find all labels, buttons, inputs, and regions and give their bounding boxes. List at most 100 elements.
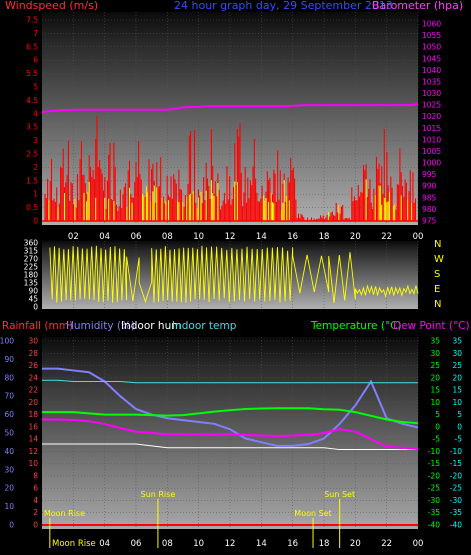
wind-time-tick: 20 xyxy=(350,232,361,242)
barometer-tick-label: 990 xyxy=(422,182,437,191)
direction-tick-label: 360 xyxy=(24,239,39,248)
dewpoint-tick-label: 0 xyxy=(457,422,462,431)
dewpoint-tick-label: 25 xyxy=(452,361,462,370)
humidity-axis-label: Humidity (%) xyxy=(66,320,135,332)
compass-letter: W xyxy=(434,254,444,265)
graph-title: 24 hour graph day, 29 September 2013 xyxy=(174,0,393,12)
humidity-tick-label: 50 xyxy=(4,429,14,438)
humidity-tick-label: 90 xyxy=(4,355,14,364)
direction-panel-lines xyxy=(49,245,419,304)
humidity-tick-label: 20 xyxy=(4,484,14,493)
astro-events: Sun Rise Sun Set Moon Rise Moon Set xyxy=(44,490,355,548)
wind-time-tick: 00 xyxy=(413,232,424,242)
temperature-tick-label: -35 xyxy=(428,508,440,517)
humidity-tick-label: 10 xyxy=(4,502,14,511)
rainfall-tick-label: 12 xyxy=(28,447,38,456)
barometer-line xyxy=(41,103,419,114)
temperature-tick-label: -10 xyxy=(428,447,440,456)
dewpoint-tick-label: -25 xyxy=(450,484,462,493)
dewpoint-tick-label: 5 xyxy=(457,410,462,419)
windspeed-tick-label: 3.5 xyxy=(26,123,38,132)
rainfall-tick-label: 24 xyxy=(28,373,38,382)
wind-panel-lines xyxy=(41,103,419,114)
dewpoint-tick-label: -35 xyxy=(450,508,462,517)
wind-panel-time-ticks: 02 04 06 08 10 12 14 16 18 20 22 00 xyxy=(68,232,423,242)
sun-set-label: Sun Set xyxy=(324,490,355,499)
barometer-tick-label: 980 xyxy=(422,205,437,214)
barometer-tick-label: 975 xyxy=(422,217,437,226)
compass-letter: N xyxy=(434,239,441,250)
wind-time-tick: 02 xyxy=(68,232,79,242)
barometer-tick-label: 1035 xyxy=(422,77,441,86)
barometer-tick-label: 1020 xyxy=(422,112,441,121)
windspeed-tick-label: 7.5 xyxy=(26,16,38,25)
barometer-tick-label: 1030 xyxy=(422,89,441,98)
rainfall-tick-label: 4 xyxy=(33,496,38,505)
temperature-axis-label: Temperature (°C) xyxy=(310,320,402,332)
rainfall-tick-label: 20 xyxy=(28,398,38,407)
barometer-tick-label: 1060 xyxy=(422,20,441,29)
windspeed-tick-label: 4 xyxy=(33,109,38,118)
direction-tick-label: 180 xyxy=(24,271,39,280)
temperature-tick-label: 30 xyxy=(430,349,440,358)
rainfall-tick-label: 8 xyxy=(33,471,38,480)
barometer-tick-label: 1010 xyxy=(422,135,441,144)
humidity-tick-label: 0 xyxy=(9,521,14,530)
humidity-tick-label: 80 xyxy=(4,373,14,382)
temperature-tick-label: 35 xyxy=(430,337,440,346)
temperature-ticks: -40 -35 -30 -25 -20 -15 -10 -5 0 5 10 15 20 25 30 35 xyxy=(428,337,440,530)
temperature-tick-label: 25 xyxy=(430,361,440,370)
rainfall-axis-label: Rainfall (mm) xyxy=(2,320,73,332)
barometer-tick-label: 1040 xyxy=(422,66,441,75)
direction-tick-label: 90 xyxy=(28,287,38,296)
temperature-tick-label: -30 xyxy=(428,496,440,505)
temperature-tick-label: -20 xyxy=(428,471,440,480)
direction-tick-label: 225 xyxy=(24,263,39,272)
temp-time-tick: 04 xyxy=(99,539,110,549)
temperature-tick-label: -25 xyxy=(428,484,440,493)
direction-tick-label: 135 xyxy=(24,279,39,288)
rainfall-tick-label: 18 xyxy=(28,410,38,419)
windspeed-tick-label: 0.5 xyxy=(26,203,38,212)
rainfall-tick-label: 10 xyxy=(28,459,38,468)
wind-time-tick: 08 xyxy=(162,232,173,242)
rainfall-tick-label: 26 xyxy=(28,361,38,370)
dewpoint-tick-label: 20 xyxy=(452,373,462,382)
wind-time-tick: 12 xyxy=(225,232,236,242)
rainfall-tick-label: 22 xyxy=(28,386,38,395)
temperature-tick-label: 15 xyxy=(430,386,440,395)
temp-panel-time-ticks: 04 06 08 10 12 14 16 18 20 22 00 Moon Rise xyxy=(52,539,423,549)
temp-time-tick: 20 xyxy=(350,539,361,549)
wind-time-tick: 06 xyxy=(131,232,142,242)
temperature-tick-label: -40 xyxy=(428,521,440,530)
humidity-tick-label: 70 xyxy=(4,392,14,401)
windspeed-tick-label: 1 xyxy=(33,190,38,199)
temp-panel-lines xyxy=(42,367,419,526)
windspeed-axis-label: Windspeed (m/s) xyxy=(5,0,98,12)
barometer-ticks: 975 980 985 990 995 1000 1005 1010 1015 1020 1025 1… xyxy=(422,20,441,226)
barometer-tick-label: 1055 xyxy=(422,31,441,40)
wind-time-tick: 16 xyxy=(287,232,298,242)
windspeed-tick-label: 7 xyxy=(33,29,38,38)
wind-time-tick: 22 xyxy=(381,232,392,242)
temp-time-tick: 08 xyxy=(162,539,173,549)
dewpoint-axis-label: Dew Point (°C) xyxy=(393,320,470,332)
temp-time-tick: 14 xyxy=(256,539,267,549)
windspeed-tick-label: 6.5 xyxy=(26,42,38,51)
indoor-hum-line xyxy=(42,443,418,451)
temp-time-tick: 22 xyxy=(381,539,392,549)
temp-time-tick: 06 xyxy=(131,539,142,549)
indoor-hum-label: Indoor hum xyxy=(121,320,181,332)
humidity-tick-label: 60 xyxy=(4,410,14,419)
direction-tick-label: 0 xyxy=(33,303,38,312)
rainfall-tick-label: 14 xyxy=(28,435,38,444)
dewpoint-tick-label: -15 xyxy=(450,459,462,468)
temperature-tick-label: 5 xyxy=(435,410,440,419)
dewpoint-tick-label: -40 xyxy=(450,521,462,530)
temperature-c-line xyxy=(42,407,419,425)
windspeed-bars xyxy=(42,115,418,222)
wind-time-tick: 10 xyxy=(193,232,204,242)
direction-tick-label: 45 xyxy=(28,295,38,304)
